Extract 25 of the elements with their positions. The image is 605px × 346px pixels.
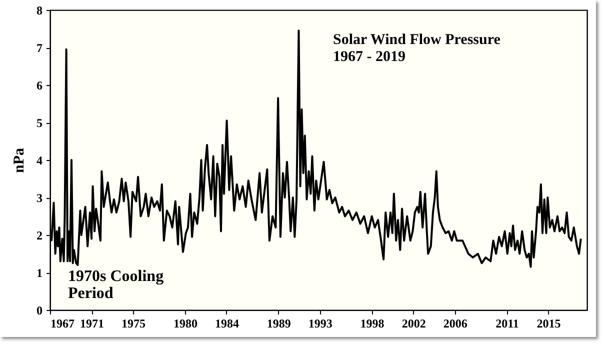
x-tick-label: 2002 bbox=[402, 316, 426, 330]
x-tick-label: 1984 bbox=[214, 316, 239, 330]
y-tick-label: 7 bbox=[36, 41, 42, 55]
y-tick-label: 2 bbox=[36, 228, 42, 242]
y-tick-label: 6 bbox=[36, 78, 42, 92]
x-tick-label: 2015 bbox=[536, 316, 561, 330]
y-tick-label: 4 bbox=[36, 154, 42, 168]
annotation: 1970s Cooling Period bbox=[68, 268, 164, 302]
y-tick-label: 0 bbox=[36, 304, 42, 318]
x-tick-label: 1971 bbox=[80, 316, 104, 330]
y-tick-label: 5 bbox=[36, 116, 42, 130]
y-tick-label: 3 bbox=[36, 191, 42, 205]
x-tick-label: 1980 bbox=[173, 316, 198, 330]
y-tick-label: 1 bbox=[36, 266, 42, 280]
x-tick-label: 1989 bbox=[266, 316, 291, 330]
text: 1967 - 2019 bbox=[333, 49, 406, 65]
x-tick-label: 2011 bbox=[496, 316, 519, 330]
y-tick-label: 8 bbox=[36, 4, 42, 18]
x-tick-label: 1998 bbox=[360, 316, 384, 330]
x-tick-label: 1993 bbox=[308, 316, 332, 330]
x-tick-label: 1967 bbox=[50, 316, 74, 330]
text: Solar Wind Flow Pressure bbox=[333, 32, 501, 48]
y-axis-title: nPa bbox=[12, 148, 28, 174]
x-tick-label: 1975 bbox=[122, 316, 146, 330]
x-tick-label: 2006 bbox=[443, 316, 468, 330]
